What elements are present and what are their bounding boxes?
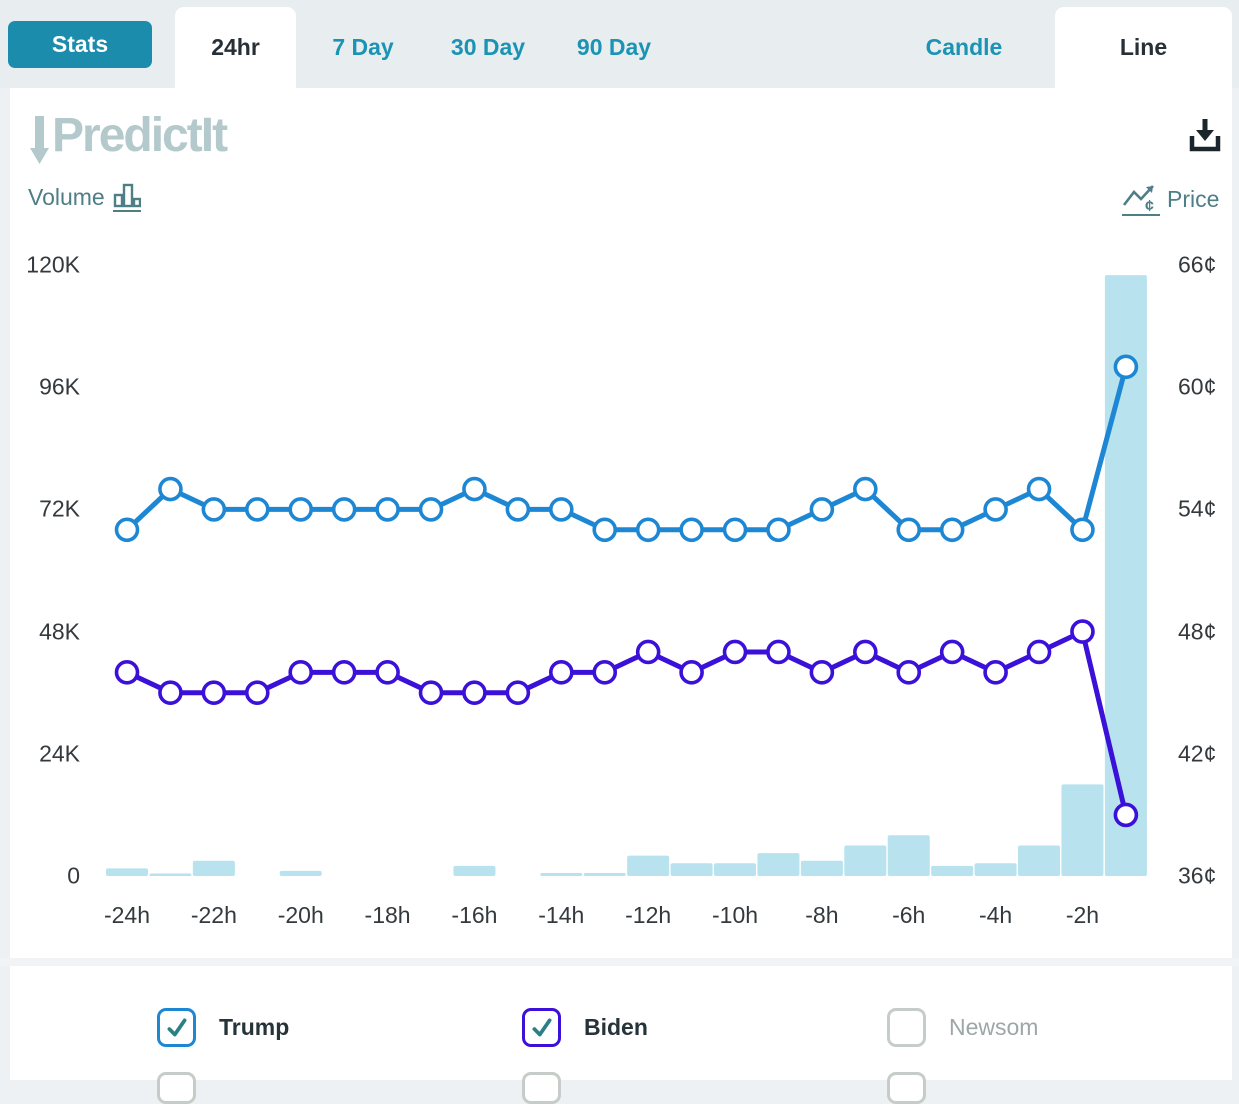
legend-checkbox-partial[interactable]: [887, 1072, 926, 1104]
time-tick-label: -14h: [538, 902, 585, 928]
volume-tick-label: 120K: [26, 251, 80, 278]
time-tick-label: -12h: [625, 902, 672, 928]
volume-tick-label: 48K: [39, 618, 80, 645]
chart-header: Stats 24hr 7 Day 30 Day 90 Day Candle Li…: [0, 0, 1239, 88]
legend-checkbox-partial[interactable]: [522, 1072, 561, 1104]
logo-text: PredictIt: [52, 109, 228, 162]
time-tick-label: -10h: [711, 902, 759, 928]
volume-tick-label: 24K: [39, 740, 80, 767]
price-tick-label: 42¢: [1178, 740, 1217, 767]
legend-item-biden: Biden: [522, 1008, 648, 1047]
legend-label-biden: Biden: [584, 1014, 648, 1040]
bar-chart-icon: [112, 183, 141, 212]
tab-30-day[interactable]: 30 Day: [450, 34, 526, 60]
checkmark-icon: [530, 1016, 554, 1040]
price-tick-label: 66¢: [1178, 251, 1217, 278]
section-divider: [0, 958, 1239, 966]
stats-button[interactable]: Stats: [8, 21, 152, 68]
volume-toggle[interactable]: Volume: [28, 183, 141, 212]
price-tick-label: 60¢: [1178, 373, 1217, 400]
tab-90-day[interactable]: 90 Day: [576, 34, 652, 60]
svg-text:¢: ¢: [1145, 198, 1154, 213]
trump-checkbox[interactable]: [157, 1008, 196, 1047]
legend-item-newsom: Newsom: [887, 1008, 1038, 1047]
price-toggle[interactable]: ¢ Price: [1122, 183, 1219, 216]
download-button[interactable]: [1188, 118, 1222, 154]
legend-label-newsom: Newsom: [949, 1014, 1039, 1040]
volume-tick-label: 96K: [39, 373, 80, 400]
newsom-checkbox[interactable]: [887, 1008, 926, 1047]
price-tick-label: 48¢: [1178, 618, 1217, 645]
time-tick-label: -20h: [277, 902, 324, 928]
price-tick-label: 54¢: [1178, 495, 1217, 522]
legend-checkbox-partial[interactable]: [157, 1072, 196, 1104]
biden-checkbox[interactable]: [522, 1008, 561, 1047]
tab-line[interactable]: Line: [1055, 7, 1232, 88]
chart-card: [10, 88, 1232, 958]
download-icon: [1189, 119, 1221, 155]
volume-tick-label: 72K: [39, 495, 80, 522]
time-tick-label: -24h: [103, 902, 151, 928]
line-chart-cent-icon: ¢: [1122, 183, 1160, 216]
time-tick-label: -8h: [805, 902, 839, 928]
predictit-logo: PredictIt: [28, 108, 228, 170]
volume-toggle-label: Volume: [28, 184, 105, 210]
price-toggle-label: Price: [1167, 186, 1220, 212]
price-tick-label: 36¢: [1178, 862, 1217, 889]
logo-arrow-icon: [28, 108, 52, 170]
time-tick-label: -22h: [190, 902, 237, 928]
tab-24hr[interactable]: 24hr: [175, 7, 296, 88]
time-tick-label: -4h: [978, 902, 1013, 928]
legend-card: [10, 966, 1232, 1080]
legend-item-trump: Trump: [157, 1008, 289, 1047]
checkmark-icon: [165, 1016, 189, 1040]
time-tick-label: -18h: [364, 902, 411, 928]
time-tick-label: -6h: [892, 902, 926, 928]
time-tick-label: -16h: [451, 902, 498, 928]
volume-tick-label: 0: [67, 862, 80, 889]
time-tick-label: -2h: [1065, 902, 1100, 928]
tab-7-day[interactable]: 7 Day: [332, 34, 394, 60]
legend-label-trump: Trump: [219, 1014, 290, 1040]
tab-candle[interactable]: Candle: [925, 34, 1003, 60]
